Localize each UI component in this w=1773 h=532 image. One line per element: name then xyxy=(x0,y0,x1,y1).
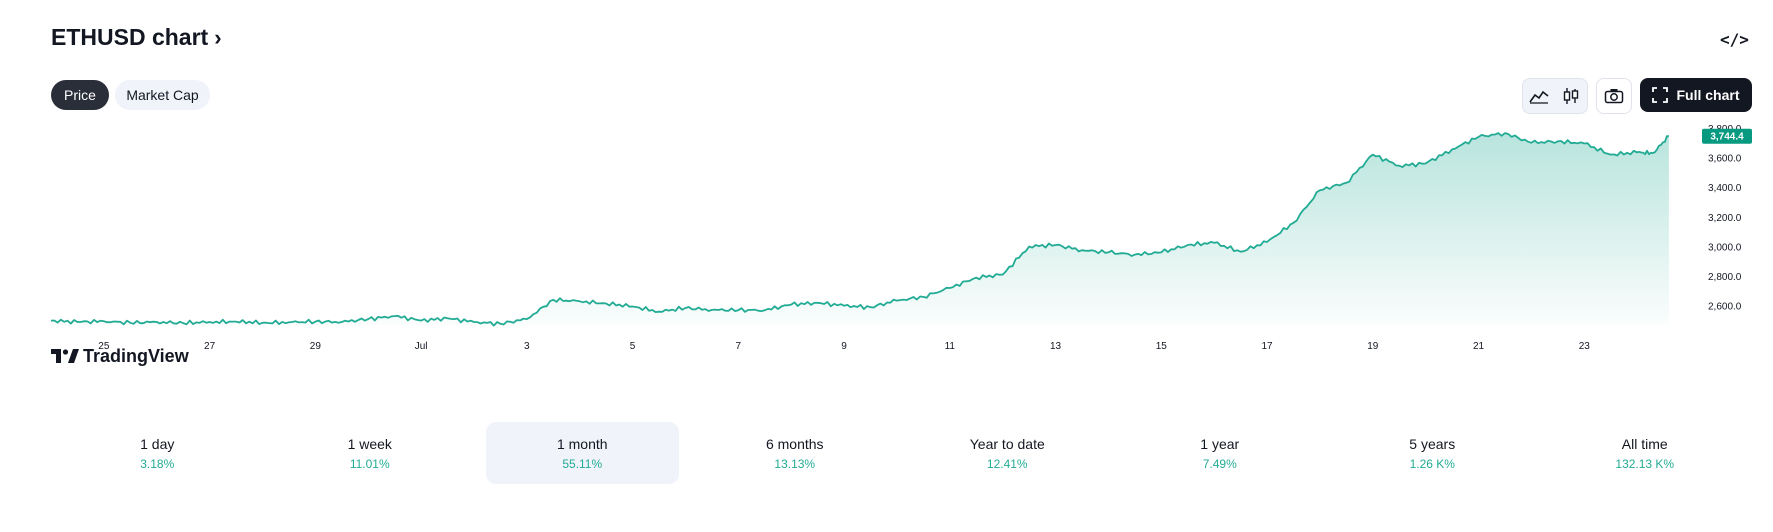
x-tick-label: 17 xyxy=(1261,341,1273,352)
period-change: 11.01% xyxy=(349,456,390,471)
x-tick-label: 29 xyxy=(310,341,322,352)
y-tick-label: 3,200.0 xyxy=(1708,213,1742,224)
x-tick-label: Jul xyxy=(415,341,428,352)
y-tick-label: 2,800.0 xyxy=(1708,272,1742,283)
period-label: All time xyxy=(1621,435,1668,452)
period-change: 55.11% xyxy=(562,456,603,471)
x-tick-label: 21 xyxy=(1473,341,1485,352)
period-1-day[interactable]: 1 day 3.18% xyxy=(61,422,254,484)
period-label: Year to date xyxy=(969,435,1045,452)
price-line xyxy=(50,132,1669,327)
x-tick-label: 3 xyxy=(524,341,530,352)
x-tick-label: 5 xyxy=(630,341,636,352)
period-all-time[interactable]: All time 132.13 K% xyxy=(1549,422,1742,484)
tab-price[interactable]: Price xyxy=(51,80,109,110)
period-label: 1 year xyxy=(1200,435,1240,452)
y-tick-label: 3,400.0 xyxy=(1708,183,1742,194)
period-1-week[interactable]: 1 week 11.01% xyxy=(274,422,467,484)
period-change: 12.41% xyxy=(986,456,1028,471)
full-chart-button[interactable]: Full chart xyxy=(1640,78,1752,112)
chevron-right-icon: › xyxy=(214,24,222,50)
x-tick-label: 25 xyxy=(98,341,110,352)
period-change: 13.13% xyxy=(774,456,816,471)
period-6-months[interactable]: 6 months 13.13% xyxy=(699,422,892,484)
period-label: 1 day xyxy=(140,435,175,452)
period-label: 1 month xyxy=(556,435,608,452)
period-change: 3.18% xyxy=(140,456,175,471)
full-chart-label: Full chart xyxy=(1676,87,1740,103)
area-chart-icon[interactable] xyxy=(1526,83,1552,109)
period-label: 5 years xyxy=(1409,435,1456,452)
page-title[interactable]: ETHUSD chart › xyxy=(51,24,222,51)
fullscreen-icon xyxy=(1652,87,1669,103)
camera-icon[interactable] xyxy=(1596,78,1632,114)
x-tick-label: 23 xyxy=(1579,341,1591,352)
x-tick-label: 27 xyxy=(204,341,216,352)
y-tick-label: 3,000.0 xyxy=(1708,242,1742,253)
period-label: 1 week xyxy=(347,435,392,452)
tradingview-logo[interactable]: TradingView xyxy=(51,346,189,367)
y-tick-label: 3,600.0 xyxy=(1708,154,1742,165)
period-change: 1.26 K% xyxy=(1409,456,1455,471)
price-area-fill xyxy=(51,133,1669,326)
embed-code-button[interactable]: </> xyxy=(1720,30,1749,49)
x-tick-label: 15 xyxy=(1156,341,1168,352)
x-tick-label: 9 xyxy=(841,341,847,352)
candlestick-icon[interactable] xyxy=(1558,83,1584,109)
period-change: 7.49% xyxy=(1202,456,1237,471)
tradingview-logo-text: TradingView xyxy=(83,346,189,366)
period-5-years[interactable]: 5 years 1.26 K% xyxy=(1336,422,1529,484)
x-tick-label: 13 xyxy=(1050,341,1062,352)
x-tick-label: 7 xyxy=(736,341,742,352)
period-selector: 1 day 3.18% 1 week 11.01% 1 month 55.11% 6 … xyxy=(51,422,1751,484)
price-chart[interactable]: 3,800.03,600.03,400.03,200.03,000.02,800… xyxy=(0,125,1773,410)
period-label: 6 months xyxy=(765,435,824,452)
period-year-to-date[interactable]: Year to date 12.41% xyxy=(911,422,1104,484)
chart-type-switcher xyxy=(1522,78,1588,114)
x-tick-label: 19 xyxy=(1367,341,1379,352)
period-1-month[interactable]: 1 month 55.11% xyxy=(486,422,679,484)
x-tick-label: 11 xyxy=(945,341,956,352)
y-tick-label: 2,600.0 xyxy=(1708,302,1742,313)
period-1-year[interactable]: 1 year 7.49% xyxy=(1124,422,1317,484)
tab-market-cap[interactable]: Market Cap xyxy=(115,80,210,110)
last-price-badge: 3,744.4 xyxy=(1702,128,1752,144)
chart-title: ETHUSD chart xyxy=(51,24,209,50)
last-price-label: 3,744.4 xyxy=(1710,132,1744,143)
tradingview-icon xyxy=(51,348,79,363)
period-change: 132.13 K% xyxy=(1615,456,1675,471)
